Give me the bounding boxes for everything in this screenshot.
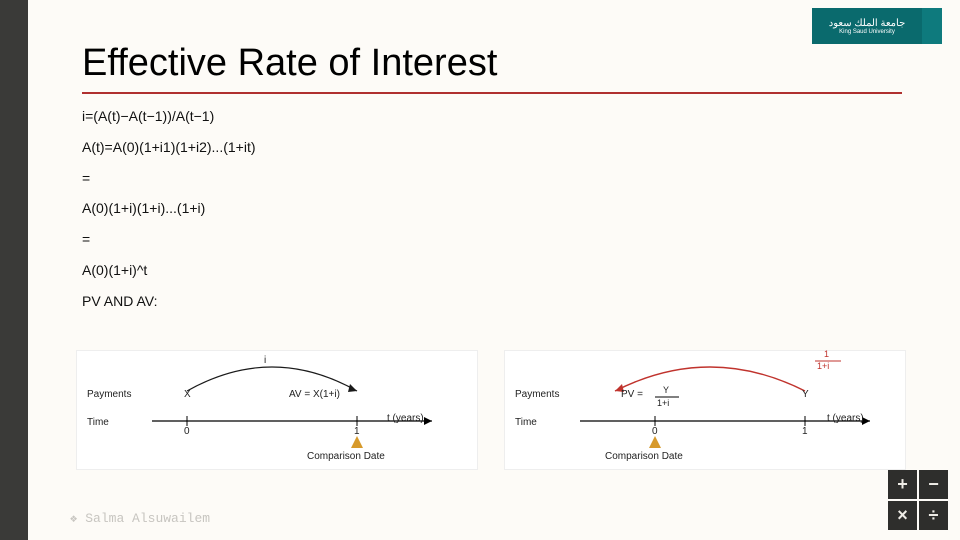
tile-divide: ÷ [919,501,948,530]
diagram-pv: Payments Time PV = Y 1+i Y 0 1 t (years)… [504,350,906,470]
pv-label-taxis: t (years) [827,413,864,424]
formula-line-7: PV AND AV: [82,293,256,310]
pv-label-payments: Payments [515,389,559,400]
formula-line-3: = [82,170,256,187]
av-label-t0: 0 [184,426,190,437]
pv-frac-bot: 1+i [657,398,669,408]
pv-label-time: Time [515,417,537,428]
av-label-t1: 1 [354,426,360,437]
pv-arcfrac-top: 1 [824,349,829,359]
formula-line-6: A(0)(1+i)^t [82,262,256,279]
formula-line-4: A(0)(1+i)(1+i)...(1+i) [82,200,256,217]
footer: ❖ Salma Alsuwailem [70,511,210,526]
bullet-diamond-icon: ❖ [70,511,77,526]
pv-arcfrac-bot: 1+i [817,361,829,371]
pv-label-t0: 0 [652,426,658,437]
pv-label-y: Y [802,389,809,400]
left-accent-bar [0,0,28,540]
av-label-av: AV = X(1+i) [289,389,340,400]
content-block: i=(A(t)−A(t−1))/A(t−1) A(t)=A(0)(1+i1)(1… [82,108,256,324]
diagram-av-svg [77,351,477,469]
av-label-taxis: t (years) [387,413,424,424]
av-label-x: X [184,389,191,400]
logo-arabic: جامعة الملك سعود [829,18,906,29]
slide-body: جامعة الملك سعود King Saud University Ef… [28,0,960,540]
pv-label-compare: Comparison Date [605,451,683,462]
formula-line-1: i=(A(t)−A(t−1))/A(t−1) [82,108,256,125]
pv-label-t1: 1 [802,426,808,437]
diagrams-row: Payments Time X i AV = X(1+i) 0 1 t (yea… [76,350,906,470]
pv-label-pv: PV = [621,389,643,400]
formula-line-5: = [82,231,256,248]
pv-frac-top: Y [663,385,669,395]
diagram-av: Payments Time X i AV = X(1+i) 0 1 t (yea… [76,350,478,470]
av-label-compare: Comparison Date [307,451,385,462]
tile-minus: − [919,470,948,499]
title-underline [82,92,902,94]
page-title: Effective Rate of Interest [82,42,497,85]
tile-plus: + [888,470,917,499]
diagram-pv-svg [505,351,905,469]
formula-line-2: A(t)=A(0)(1+i1)(1+i2)...(1+it) [82,139,256,156]
math-tiles-icon: + − × ÷ [888,470,948,530]
av-label-i: i [264,355,266,366]
footer-author: Salma Alsuwailem [85,511,210,526]
logo-english: King Saud University [839,29,895,35]
av-label-time: Time [87,417,109,428]
university-logo: جامعة الملك سعود King Saud University [812,8,942,44]
av-label-payments: Payments [87,389,131,400]
tile-multiply: × [888,501,917,530]
